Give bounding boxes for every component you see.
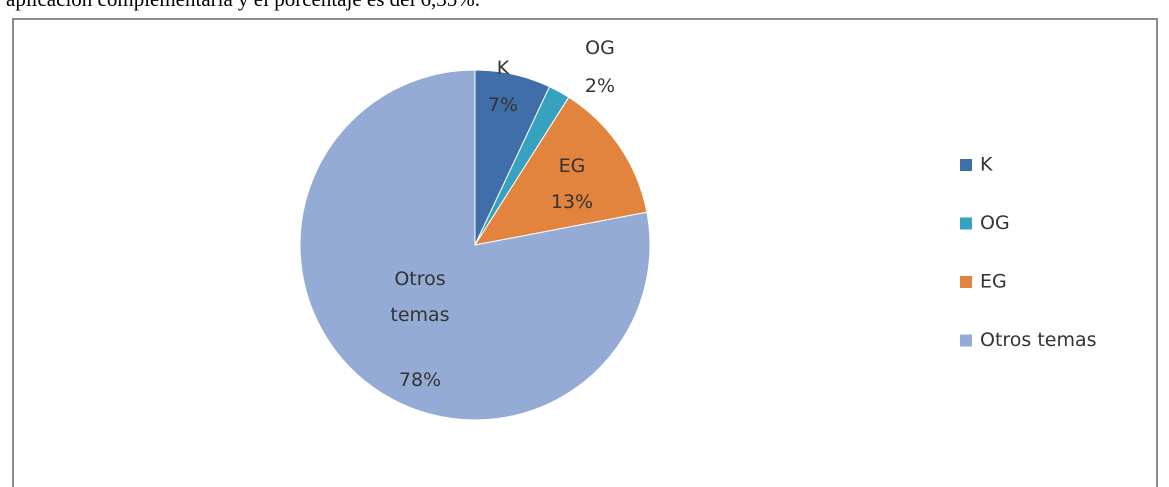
chart-frame [12,18,1158,487]
slice-name-label: Otros temas [390,268,450,326]
slice-value-label: 7% [487,94,519,116]
legend-swatch [960,276,972,288]
pie-slice [299,69,651,421]
legend-swatch [960,217,972,230]
legend-swatch [960,334,972,347]
slice-name-label: K [496,57,510,79]
slice-value-label: 13% [550,191,594,213]
legend-label: K [980,154,993,176]
legend-label: EG [980,271,1007,293]
pie-slice [473,96,648,246]
slice-name-label: EG [558,155,586,177]
legend-label: Otros temas [980,329,1097,351]
legend-swatch [960,159,972,171]
slice-name-label: OG [585,37,615,59]
slice-value-label: 2% [584,75,616,97]
text-above: aplicación complementaria y el porcentaj… [6,0,480,12]
legend-label: OG [980,212,1010,234]
slice-value-label: 78% [398,369,442,391]
